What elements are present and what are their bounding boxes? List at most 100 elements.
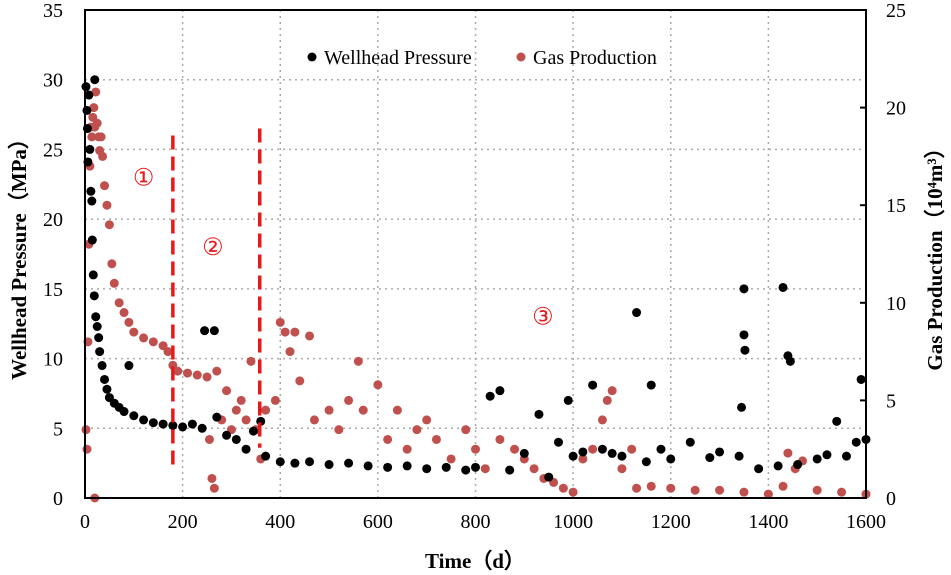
gas-point: [102, 200, 112, 210]
pressure-point: [461, 465, 471, 475]
pressure-point: [187, 419, 197, 429]
pressure-point: [754, 464, 764, 474]
y-right-tick-label: 0: [886, 488, 896, 510]
gas-point: [92, 118, 102, 128]
pressure-point: [212, 412, 222, 422]
pressure-point: [656, 444, 666, 454]
pressure-point: [88, 270, 98, 280]
pressure-point: [856, 374, 866, 384]
gas-point: [192, 370, 202, 380]
gas-point: [588, 444, 598, 454]
pressure-point: [383, 462, 393, 472]
gas-point: [96, 132, 106, 142]
pressure-point: [519, 448, 529, 458]
pressure-point: [588, 380, 598, 390]
pressure-point: [666, 454, 676, 464]
pressure-point: [471, 462, 480, 472]
pressure-point: [793, 460, 803, 470]
pressure-point: [94, 333, 104, 343]
gas-point: [353, 356, 363, 366]
pressure-point: [578, 447, 588, 457]
pressure-point: [261, 451, 271, 461]
pressure-point: [158, 419, 168, 429]
gas-point: [109, 278, 119, 288]
gas-point: [236, 395, 246, 405]
gas-point: [270, 395, 280, 405]
y-left-tick-label: 25: [43, 139, 63, 161]
gas-point: [383, 434, 393, 444]
gas-point: [783, 448, 793, 458]
gas-point: [324, 405, 334, 415]
pressure-point: [485, 391, 495, 401]
region-label: ③: [532, 305, 554, 331]
pressure-point: [534, 409, 544, 419]
gas-point: [89, 103, 99, 113]
pressure-point: [617, 451, 627, 461]
pressure-point: [734, 451, 744, 461]
pressure-point: [90, 75, 100, 85]
y-axis-left-title: Wellhead Pressure（MPa）: [7, 128, 31, 380]
gas-point: [91, 87, 101, 97]
gas-point: [431, 434, 441, 444]
gas-point: [100, 181, 110, 191]
gas-point: [812, 485, 822, 495]
pressure-point: [139, 415, 149, 425]
gas-point: [280, 327, 290, 337]
gas-point: [763, 489, 773, 499]
pressure-point: [168, 420, 178, 430]
pressure-point: [739, 284, 749, 294]
gas-point: [163, 347, 173, 357]
gas-point: [402, 444, 412, 454]
gas-point: [290, 327, 300, 337]
pressure-point: [363, 461, 373, 471]
pressure-point: [607, 448, 617, 458]
region-label: ②: [202, 235, 224, 261]
pressure-point: [82, 105, 92, 115]
pressure-point: [241, 444, 251, 454]
gas-point: [529, 464, 539, 474]
gas-point: [632, 483, 642, 493]
gas-point: [334, 425, 344, 435]
pressure-point: [95, 347, 105, 357]
x-tick-label: 0: [80, 511, 90, 533]
pressure-point: [563, 395, 573, 405]
pressure-point: [92, 322, 102, 332]
y-right-tick-label: 15: [886, 195, 906, 217]
gas-point: [124, 317, 134, 327]
y-left-tick-label: 15: [43, 279, 63, 301]
gas-point: [617, 464, 627, 474]
x-tick-label: 200: [168, 511, 198, 533]
gas-point: [222, 386, 232, 396]
pressure-point: [597, 444, 607, 454]
y-left-tick-label: 5: [53, 418, 63, 440]
y-left-tick-label: 30: [43, 70, 63, 92]
pressure-point: [495, 386, 505, 396]
x-tick-label: 600: [363, 511, 393, 533]
pressure-point: [248, 426, 258, 436]
x-tick-label: 1200: [651, 511, 691, 533]
gas-point: [568, 487, 578, 497]
gas-point: [107, 259, 117, 269]
legend-label-gas: Gas Production: [533, 47, 657, 69]
pressure-point: [568, 451, 578, 461]
pressure-point: [739, 330, 749, 340]
pressure-point: [100, 374, 110, 384]
gas-point: [183, 368, 193, 378]
pressure-point: [97, 361, 107, 371]
legend-marker-gas: [516, 52, 526, 62]
pressure-point: [102, 384, 112, 394]
y-right-tick-label: 5: [886, 390, 896, 412]
gas-point: [471, 444, 480, 454]
pressure-point: [851, 437, 861, 447]
gas-point: [690, 485, 700, 495]
pressure-point: [685, 437, 695, 447]
gas-point: [715, 485, 725, 495]
gas-point: [344, 395, 354, 405]
data-points: [81, 75, 871, 503]
pressure-point: [85, 144, 95, 154]
pressure-point: [632, 308, 642, 318]
pressure-point: [344, 458, 354, 468]
pressure-point: [86, 186, 96, 196]
